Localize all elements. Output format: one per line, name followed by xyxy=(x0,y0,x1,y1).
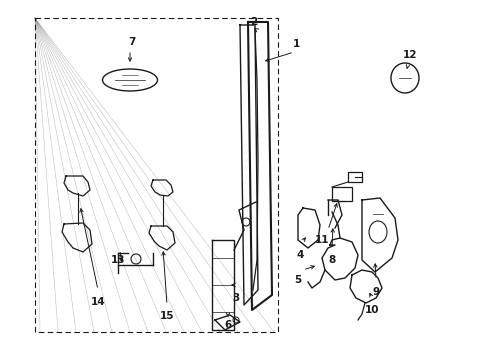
Text: 5: 5 xyxy=(294,275,302,285)
Text: 6: 6 xyxy=(224,320,232,330)
Text: 3: 3 xyxy=(232,293,240,303)
Text: 12: 12 xyxy=(403,50,417,60)
Bar xyxy=(332,187,352,201)
Text: 14: 14 xyxy=(91,297,105,307)
Text: 2: 2 xyxy=(250,17,258,27)
Text: 11: 11 xyxy=(315,235,329,245)
Text: 15: 15 xyxy=(160,311,174,321)
Bar xyxy=(348,172,362,182)
Text: 8: 8 xyxy=(328,255,336,265)
Text: 7: 7 xyxy=(128,37,136,47)
Text: 1: 1 xyxy=(293,39,299,49)
Text: 9: 9 xyxy=(372,287,380,297)
Text: 13: 13 xyxy=(111,255,125,265)
Text: 10: 10 xyxy=(365,305,379,315)
Text: 4: 4 xyxy=(296,250,304,260)
